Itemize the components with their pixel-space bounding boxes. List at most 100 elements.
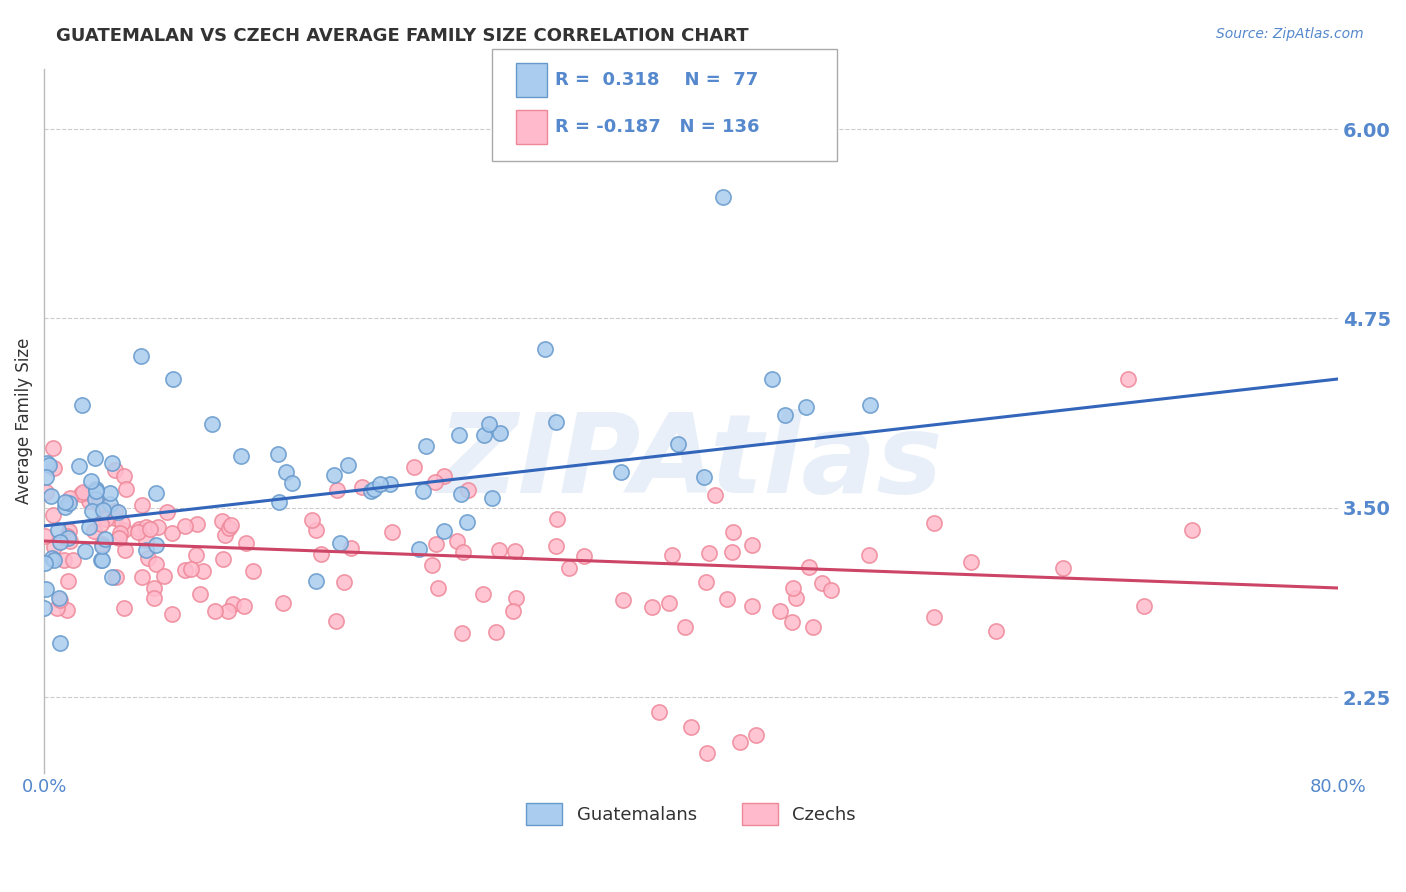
Point — [502, 604, 524, 618]
Point — [87, 497, 110, 511]
Point — [233, 599, 256, 613]
Point — [720, 545, 742, 559]
Point — [782, 582, 804, 596]
Point — [503, 544, 526, 558]
Point — [48, 535, 70, 549]
Point — [488, 543, 510, 558]
Point — [647, 705, 669, 719]
Point — [326, 483, 349, 497]
Point — [716, 591, 738, 606]
Point — [472, 587, 495, 601]
Point — [70, 486, 93, 500]
Point — [80, 504, 103, 518]
Point — [333, 574, 356, 589]
Point — [34, 529, 56, 543]
Point — [129, 349, 152, 363]
Point — [101, 456, 124, 470]
Point — [160, 607, 183, 622]
Point — [111, 516, 134, 530]
Point — [450, 486, 472, 500]
Point — [235, 536, 257, 550]
Point — [107, 505, 129, 519]
Point — [77, 519, 100, 533]
Point — [105, 570, 128, 584]
Point — [58, 496, 80, 510]
Point — [761, 372, 783, 386]
Point — [112, 469, 135, 483]
Point — [173, 519, 195, 533]
Point — [534, 342, 557, 356]
Point — [859, 398, 882, 412]
Point — [136, 550, 159, 565]
Point — [83, 524, 105, 539]
Point — [84, 451, 107, 466]
Point — [34, 601, 56, 615]
Point — [186, 516, 208, 531]
Point — [447, 427, 470, 442]
Point — [858, 548, 880, 562]
Point — [39, 489, 62, 503]
Point — [162, 372, 184, 386]
Point — [544, 415, 567, 429]
Point — [666, 436, 689, 450]
Point — [49, 592, 72, 607]
Point — [35, 582, 58, 596]
Point — [41, 551, 63, 566]
Point — [107, 531, 129, 545]
Point — [456, 515, 478, 529]
Text: R = -0.187   N = 136: R = -0.187 N = 136 — [555, 118, 759, 136]
Point — [305, 524, 328, 538]
Point — [658, 596, 681, 610]
Point — [695, 574, 717, 589]
Point — [741, 599, 763, 614]
Point — [723, 525, 745, 540]
Point — [80, 475, 103, 489]
Point — [59, 533, 82, 548]
Point — [380, 476, 402, 491]
Point — [77, 494, 100, 508]
Point — [381, 524, 404, 539]
Point — [90, 553, 112, 567]
Point — [184, 549, 207, 563]
Point — [505, 591, 527, 606]
Point — [679, 720, 702, 734]
Point — [42, 540, 65, 554]
Point — [959, 555, 981, 569]
Point — [37, 457, 59, 471]
Point — [84, 492, 107, 507]
Point — [446, 533, 468, 548]
Point — [219, 518, 242, 533]
Point — [100, 486, 122, 500]
Point — [305, 574, 328, 588]
Text: Source: ZipAtlas.com: Source: ZipAtlas.com — [1216, 27, 1364, 41]
Point — [222, 598, 245, 612]
Point — [693, 470, 716, 484]
Point — [457, 483, 479, 498]
Point — [90, 517, 112, 532]
Point — [91, 503, 114, 517]
Point — [114, 543, 136, 558]
Point — [211, 552, 233, 566]
Point — [451, 545, 474, 559]
Point — [62, 553, 84, 567]
Point — [104, 463, 127, 477]
Point — [311, 547, 333, 561]
Point — [41, 441, 63, 455]
Point — [281, 476, 304, 491]
Point — [218, 521, 240, 535]
Point — [34, 557, 56, 571]
Point — [325, 614, 347, 628]
Point — [673, 619, 696, 633]
Point — [42, 553, 65, 567]
Point — [201, 417, 224, 431]
Point — [59, 491, 82, 505]
Point — [697, 546, 720, 560]
Point — [70, 398, 93, 412]
Point — [145, 538, 167, 552]
Point — [91, 537, 114, 551]
Point — [276, 465, 298, 479]
Point — [104, 511, 127, 525]
Point — [1116, 372, 1139, 386]
Text: R =  0.318    N =  77: R = 0.318 N = 77 — [555, 70, 759, 88]
Point — [35, 470, 58, 484]
